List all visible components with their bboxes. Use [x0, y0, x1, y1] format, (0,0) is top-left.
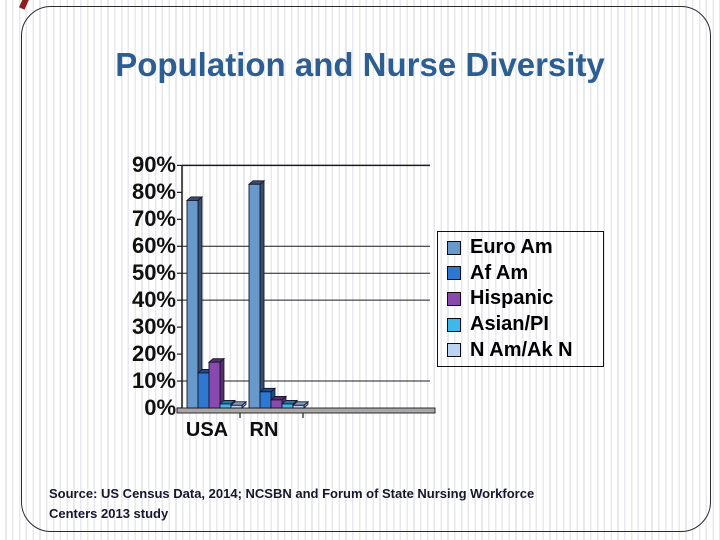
- y-tick-label: 60%: [131, 233, 176, 259]
- y-tick-label: 90%: [131, 152, 176, 178]
- chart-floor: [176, 407, 436, 414]
- bar: [208, 361, 221, 409]
- category-label: USA: [185, 419, 229, 441]
- bar: [197, 372, 210, 409]
- legend-swatch: [447, 343, 461, 358]
- y-tick-label: 40%: [131, 287, 176, 313]
- source-line-1: Source: US Census Data, 2014; NCSBN and …: [49, 486, 535, 501]
- bar: [292, 404, 305, 409]
- legend-swatch: [447, 240, 461, 255]
- legend-swatch: [447, 266, 461, 281]
- legend-swatch: [447, 317, 461, 332]
- legend-item: Euro Am: [447, 236, 603, 260]
- bar: [248, 183, 261, 409]
- legend-item: Asian/PI: [447, 313, 603, 337]
- y-tick-label: 20%: [131, 341, 176, 367]
- bar-side-face: [259, 179, 265, 409]
- bar: [219, 403, 232, 409]
- category-label: RN: [249, 419, 279, 441]
- bar: [186, 199, 199, 409]
- y-tick-label: 30%: [131, 314, 176, 340]
- y-tick-label: 80%: [131, 179, 176, 205]
- legend-item: Af Am: [447, 261, 603, 285]
- bar: [259, 391, 272, 409]
- legend-label: Af Am: [470, 261, 529, 284]
- legend-item: N Am/Ak N: [447, 338, 603, 362]
- legend-label: Euro Am: [470, 236, 553, 259]
- slide-title: Population and Nurse Diversity: [115, 46, 605, 83]
- corner-red-mark: [19, 0, 29, 10]
- y-tick-label: 0%: [144, 395, 176, 420]
- y-tick-label: 70%: [131, 206, 176, 232]
- bar: [230, 404, 243, 409]
- legend-item: Hispanic: [447, 287, 603, 311]
- source-line-2: Centers 2013 study: [49, 506, 169, 521]
- chart-legend: Euro Am Af Am Hispanic Asian/PI N Am/Ak N: [437, 231, 604, 367]
- bar-chart-plot: [176, 164, 436, 418]
- y-tick-label: 50%: [131, 260, 176, 286]
- legend-label: N Am/Ak N: [470, 338, 573, 361]
- bar: [270, 399, 283, 409]
- source-note: Source: US Census Data, 2014; NCSBN and …: [49, 484, 609, 524]
- legend-swatch: [447, 291, 461, 306]
- legend-label: Asian/PI: [470, 313, 549, 336]
- bar: [281, 403, 294, 409]
- y-tick-label: 10%: [131, 368, 176, 394]
- legend-label: Hispanic: [470, 287, 554, 310]
